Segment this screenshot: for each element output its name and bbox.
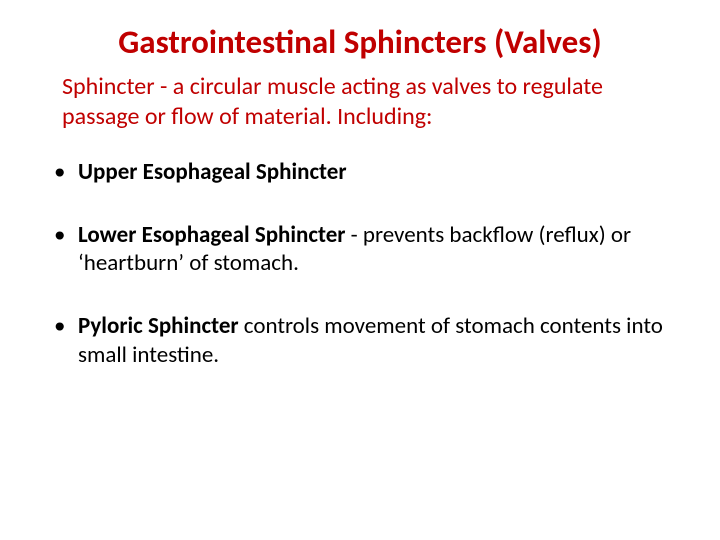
slide-title: Gastrointestinal Sphincters (Valves) — [50, 24, 670, 62]
bullet-list: Upper Esophageal Sphincter Lower Esophag… — [50, 158, 670, 370]
bullet-bold: Pyloric Sphincter — [78, 312, 239, 340]
intro-text: Sphincter - a circular muscle acting as … — [62, 72, 670, 132]
bullet-bold: Lower Esophageal Sphincter — [78, 221, 345, 249]
list-item: Upper Esophageal Sphincter — [50, 158, 670, 187]
list-item: Lower Esophageal Sphincter - prevents ba… — [50, 221, 670, 279]
slide: Gastrointestinal Sphincters (Valves) Sph… — [0, 0, 720, 540]
list-item: Pyloric Sphincter controls movement of s… — [50, 312, 670, 370]
bullet-bold: Upper Esophageal Sphincter — [78, 158, 347, 186]
